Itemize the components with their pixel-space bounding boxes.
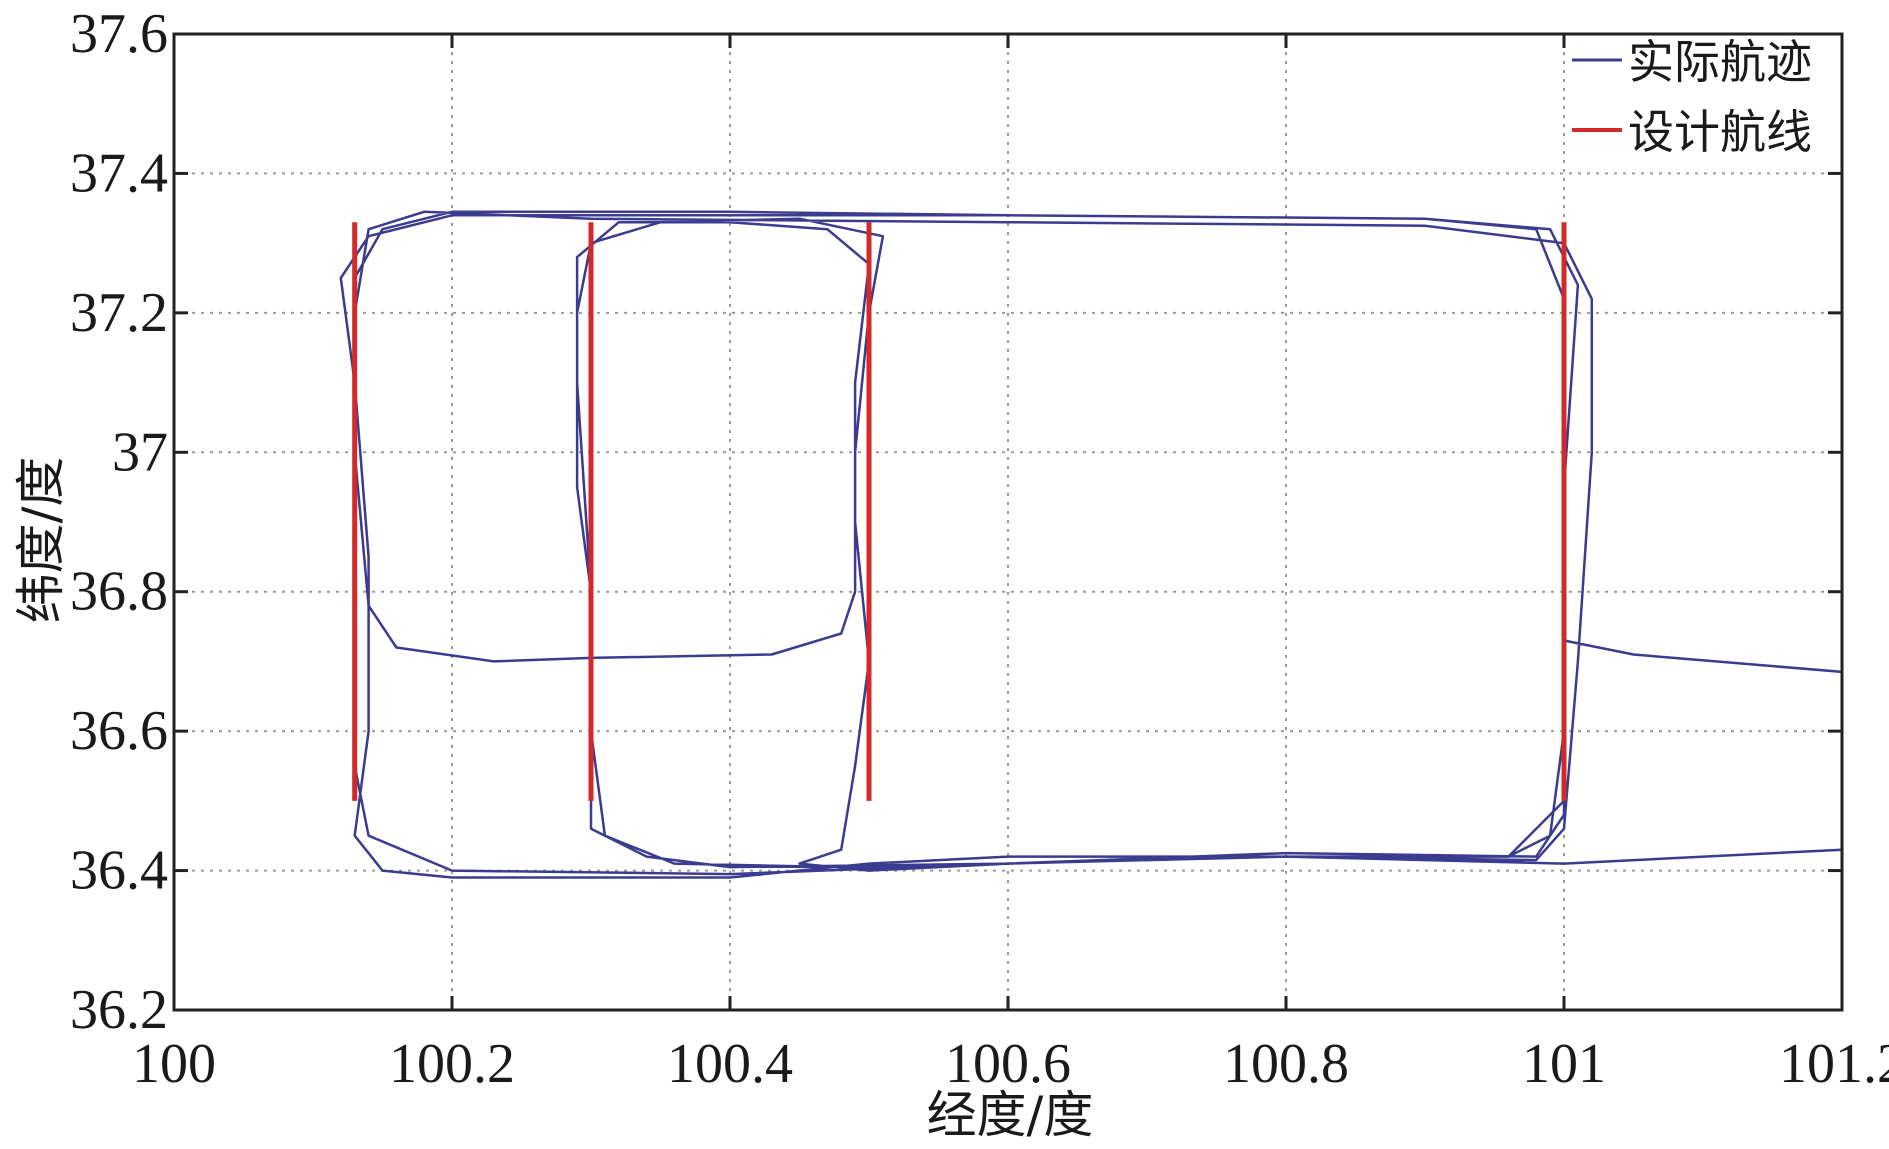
x-tick-label: 101 — [1522, 1033, 1606, 1095]
y-tick-label: 37.2 — [70, 282, 168, 344]
x-tick-label: 101.2 — [1779, 1033, 1889, 1095]
series-layer — [339, 210, 1843, 879]
ticks — [172, 32, 1844, 1012]
legend-label-actual: 实际航迹 — [1628, 35, 1812, 89]
x-tick-label: 100.2 — [389, 1033, 515, 1095]
x-tick-label: 100.8 — [1223, 1033, 1349, 1095]
y-tick-label: 36.4 — [70, 840, 168, 902]
y-axis-title: 纬度/度 — [12, 457, 70, 624]
legend-label-design: 设计航线 — [1628, 105, 1812, 159]
tick-labels: 100 100.2 100.4 100.6 100.8 101 101.2 36.2 36.4 3… — [70, 3, 1889, 1095]
y-tick-label: 37 — [112, 421, 168, 483]
y-tick-label: 37.6 — [70, 3, 168, 65]
x-tick-label: 100.6 — [945, 1033, 1071, 1095]
legend: 实际航迹 设计航线 — [1572, 35, 1812, 159]
actual-track-line — [339, 210, 1843, 879]
y-tick-label: 36.6 — [70, 700, 168, 762]
y-tick-label: 36.8 — [70, 561, 168, 623]
y-tick-label: 37.4 — [70, 142, 168, 204]
x-axis-title: 经度/度 — [927, 1086, 1094, 1144]
y-tick-label: 36.2 — [70, 979, 168, 1041]
x-tick-label: 100 — [132, 1033, 216, 1095]
x-tick-label: 100.4 — [667, 1033, 793, 1095]
